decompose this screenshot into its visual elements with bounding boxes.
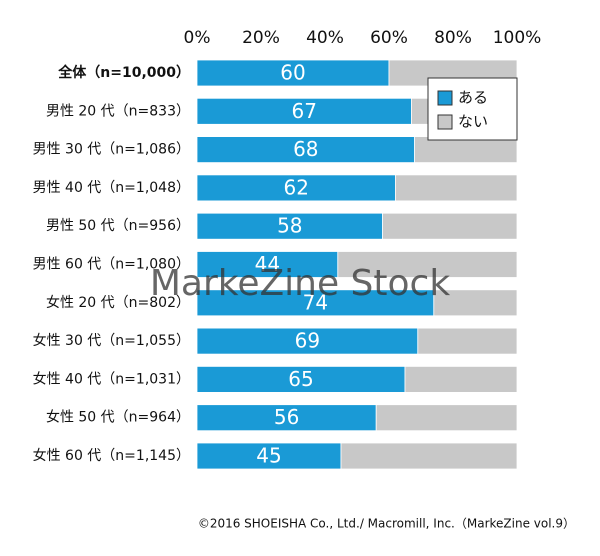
x-tick-label: 20% xyxy=(242,28,280,48)
value-label: 44 xyxy=(255,252,280,276)
bar-segment xyxy=(196,212,384,240)
category-label: 女性 50 代（n=964） xyxy=(46,409,190,426)
bar-segment xyxy=(196,365,406,393)
value-label: 74 xyxy=(303,290,328,314)
x-tick-label: 100% xyxy=(493,28,542,48)
x-tick-label: 80% xyxy=(434,28,472,48)
legend-swatch xyxy=(437,114,453,130)
category-label: 女性 60 代（n=1,145） xyxy=(33,447,190,464)
category-label: 男性 20 代（n=833） xyxy=(46,103,190,119)
category-label: 男性 30 代（n=1,086） xyxy=(33,142,190,158)
value-label: 62 xyxy=(283,175,308,199)
category-label: 全体（n=10,000） xyxy=(57,64,190,81)
legend-label: ない xyxy=(458,113,488,131)
bar-segment xyxy=(433,289,518,317)
bar-segment xyxy=(196,59,390,87)
value-label: 45 xyxy=(256,444,281,468)
legend-label: ある xyxy=(458,89,488,107)
legend-swatch xyxy=(437,90,453,106)
category-label: 女性 30 代（n=1,055） xyxy=(33,332,190,349)
bar-segment xyxy=(196,327,419,355)
bar-segment xyxy=(382,212,518,240)
bar-segment xyxy=(414,136,518,164)
value-label: 67 xyxy=(291,99,316,123)
value-label: 60 xyxy=(280,61,305,85)
watermark: MarkeZine Stock xyxy=(150,263,450,304)
value-label: 56 xyxy=(274,405,299,429)
category-label: 女性 40 代（n=1,031） xyxy=(33,370,190,387)
footnote: ©2016 SHOEISHA Co., Ltd./ Macromill, Inc… xyxy=(198,517,575,531)
value-label: 68 xyxy=(293,137,318,161)
bar-segment xyxy=(404,365,518,393)
legend-box xyxy=(427,77,518,141)
category-label: 男性 40 代（n=1,048） xyxy=(33,180,190,196)
category-label: 男性 50 代（n=956） xyxy=(46,218,190,234)
value-label: 58 xyxy=(277,214,302,238)
bar-segment xyxy=(375,404,518,432)
bar-segment xyxy=(394,174,518,202)
value-label: 69 xyxy=(295,329,320,353)
x-tick-label: 60% xyxy=(370,28,408,48)
x-tick-label: 40% xyxy=(306,28,344,48)
category-label: 男性 60 代（n=1,080） xyxy=(33,257,190,273)
bar-segment xyxy=(196,174,396,202)
x-tick-label: 0% xyxy=(184,28,211,48)
bar-segment xyxy=(196,136,416,164)
bar-segment xyxy=(340,442,518,470)
bar-segment xyxy=(196,442,342,470)
bar-segment xyxy=(417,327,518,355)
category-label: 女性 20 代（n=802） xyxy=(46,294,190,311)
bar-segment xyxy=(337,251,518,278)
bar-segment xyxy=(196,289,435,317)
value-label: 65 xyxy=(288,367,313,391)
bar-segment xyxy=(196,404,377,432)
